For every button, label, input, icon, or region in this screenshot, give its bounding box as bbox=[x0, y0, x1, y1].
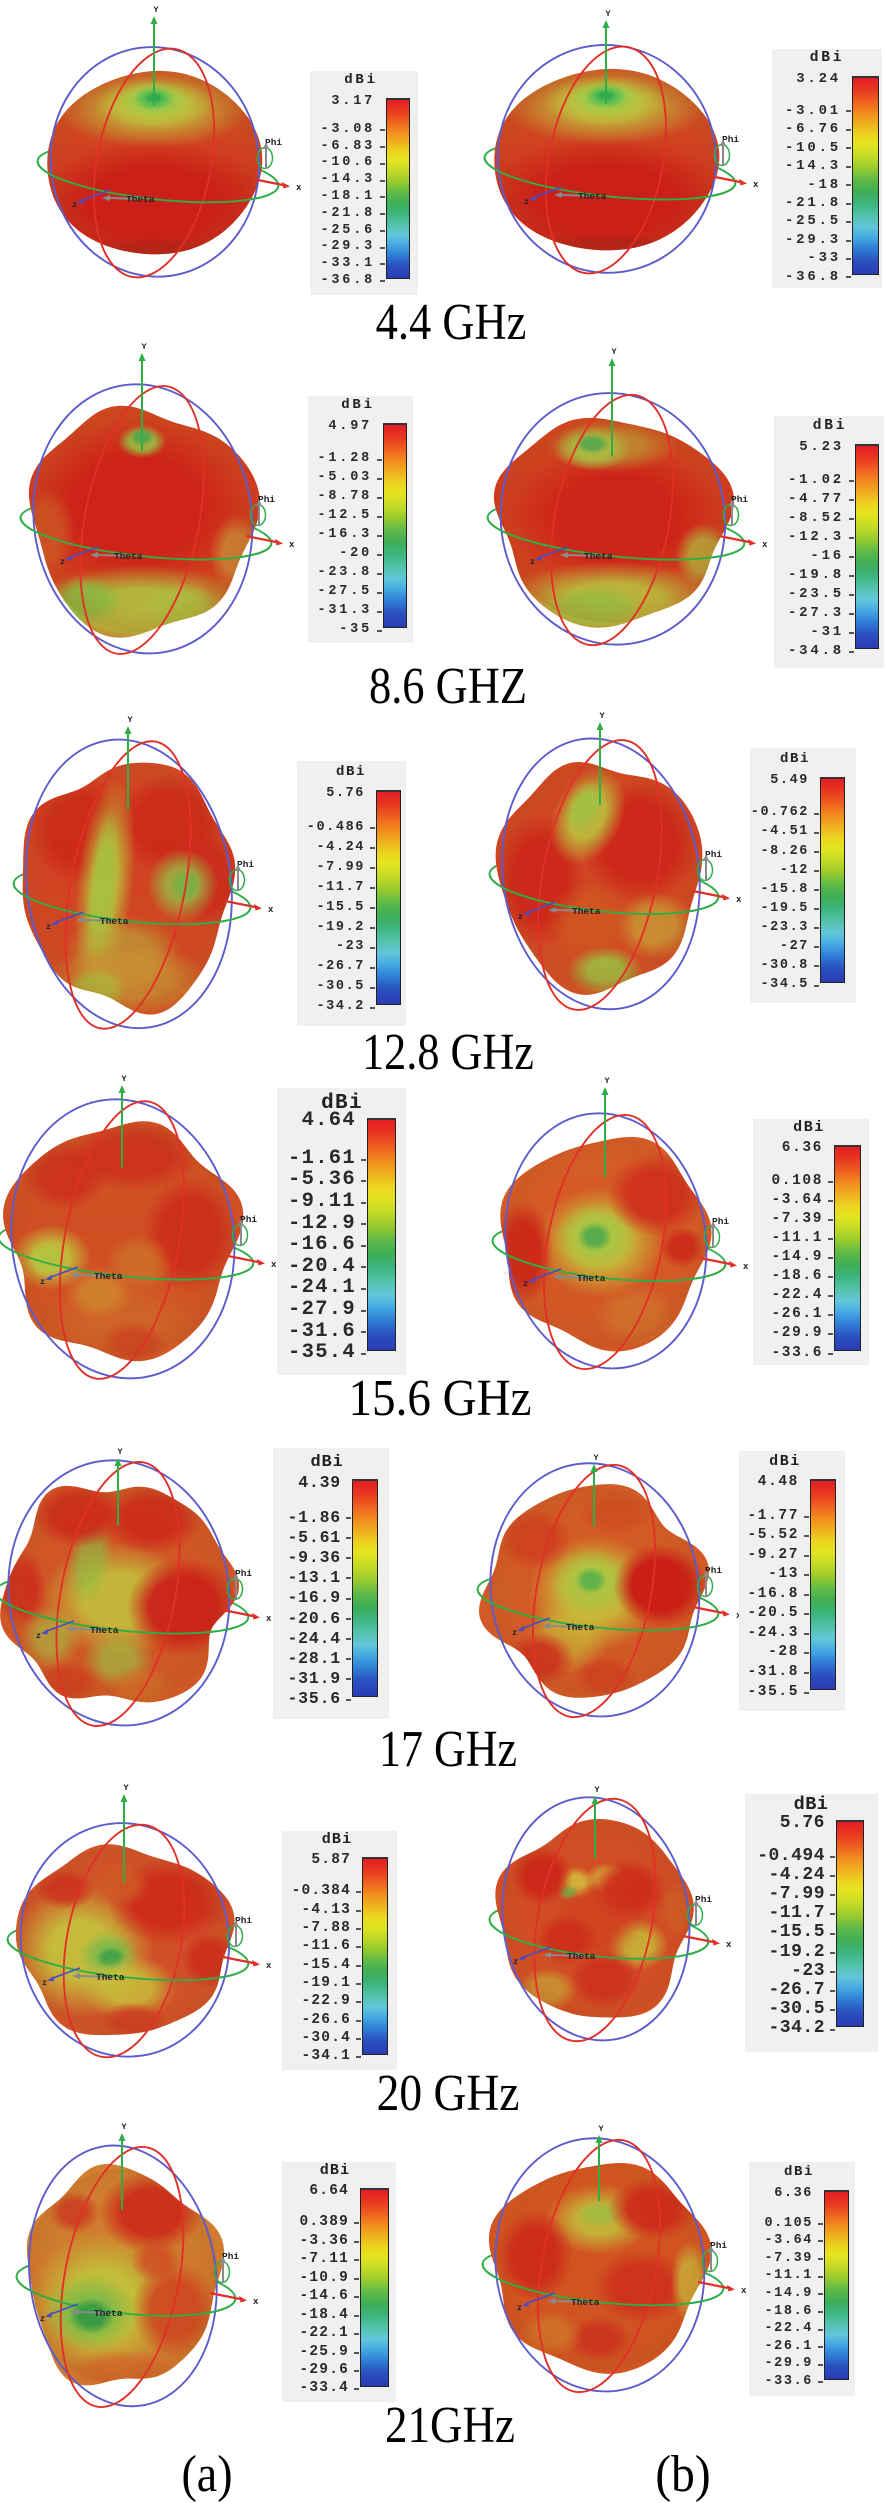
svg-text:x: x bbox=[289, 540, 295, 550]
svg-text:Y: Y bbox=[121, 2122, 127, 2132]
svg-text:Theta: Theta bbox=[114, 551, 143, 562]
svg-text:Phi: Phi bbox=[240, 1214, 257, 1225]
svg-text:z: z bbox=[518, 912, 523, 922]
svg-text:Theta: Theta bbox=[126, 194, 155, 205]
svg-text:z: z bbox=[40, 1277, 45, 1287]
svg-text:Y: Y bbox=[153, 5, 159, 15]
svg-text:Theta: Theta bbox=[578, 191, 607, 202]
svg-text:x: x bbox=[253, 2297, 259, 2307]
svg-text:z: z bbox=[36, 1631, 41, 1641]
svg-text:Phi: Phi bbox=[265, 137, 282, 148]
svg-text:Theta: Theta bbox=[100, 916, 129, 927]
svg-text:z: z bbox=[46, 922, 51, 932]
svg-text:x: x bbox=[726, 1940, 732, 1950]
svg-text:Theta: Theta bbox=[566, 1622, 595, 1633]
svg-text:z: z bbox=[72, 200, 77, 210]
svg-text:z: z bbox=[523, 1279, 528, 1289]
svg-text:z: z bbox=[517, 2303, 522, 2313]
svg-text:x: x bbox=[762, 540, 768, 550]
svg-text:Y: Y bbox=[117, 1447, 123, 1457]
svg-text:x: x bbox=[268, 905, 274, 915]
svg-text:Y: Y bbox=[604, 1076, 610, 1086]
svg-text:Y: Y bbox=[141, 342, 147, 352]
svg-text:Y: Y bbox=[611, 347, 617, 357]
svg-text:Theta: Theta bbox=[94, 1271, 123, 1282]
svg-text:Phi: Phi bbox=[705, 1565, 722, 1576]
svg-text:x: x bbox=[736, 895, 742, 905]
svg-text:Phi: Phi bbox=[235, 1568, 252, 1579]
svg-text:Theta: Theta bbox=[90, 1625, 119, 1636]
svg-text:Y: Y bbox=[123, 1783, 129, 1793]
svg-text:Theta: Theta bbox=[572, 906, 601, 917]
svg-text:x: x bbox=[271, 1260, 277, 1270]
svg-text:Y: Y bbox=[121, 1074, 127, 1084]
svg-text:z: z bbox=[42, 1978, 47, 1988]
svg-text:Phi: Phi bbox=[695, 1894, 712, 1905]
svg-text:Theta: Theta bbox=[567, 1951, 596, 1962]
svg-text:Theta: Theta bbox=[584, 551, 613, 562]
svg-text:Phi: Phi bbox=[712, 1216, 729, 1227]
svg-text:z: z bbox=[40, 2314, 45, 2324]
svg-text:z: z bbox=[524, 197, 529, 207]
svg-text:Theta: Theta bbox=[571, 2297, 600, 2308]
svg-text:Phi: Phi bbox=[722, 134, 739, 145]
svg-text:Theta: Theta bbox=[94, 2308, 123, 2319]
svg-text:x: x bbox=[753, 180, 759, 190]
svg-text:Y: Y bbox=[593, 1453, 599, 1463]
svg-text:Phi: Phi bbox=[237, 859, 254, 870]
svg-text:x: x bbox=[296, 183, 302, 193]
svg-text:z: z bbox=[512, 1628, 517, 1638]
svg-text:x: x bbox=[743, 1262, 749, 1272]
svg-text:Phi: Phi bbox=[731, 494, 748, 505]
svg-text:Phi: Phi bbox=[710, 2240, 727, 2251]
svg-text:Phi: Phi bbox=[222, 2251, 239, 2262]
svg-text:z: z bbox=[60, 557, 65, 567]
svg-text:Y: Y bbox=[598, 2124, 604, 2134]
svg-text:x: x bbox=[266, 1614, 272, 1624]
svg-text:Y: Y bbox=[599, 711, 605, 721]
svg-text:Phi: Phi bbox=[258, 494, 275, 505]
svg-text:x: x bbox=[266, 1961, 272, 1971]
svg-text:x: x bbox=[741, 2286, 747, 2296]
svg-text:Theta: Theta bbox=[96, 1972, 125, 1983]
svg-text:z: z bbox=[530, 557, 535, 567]
svg-text:Y: Y bbox=[605, 9, 611, 19]
svg-text:Phi: Phi bbox=[235, 1915, 252, 1926]
svg-text:Theta: Theta bbox=[577, 1273, 606, 1284]
svg-text:Phi: Phi bbox=[705, 849, 722, 860]
svg-text:Y: Y bbox=[594, 1785, 600, 1795]
svg-text:z: z bbox=[513, 1957, 518, 1967]
svg-text:Y: Y bbox=[127, 715, 133, 725]
